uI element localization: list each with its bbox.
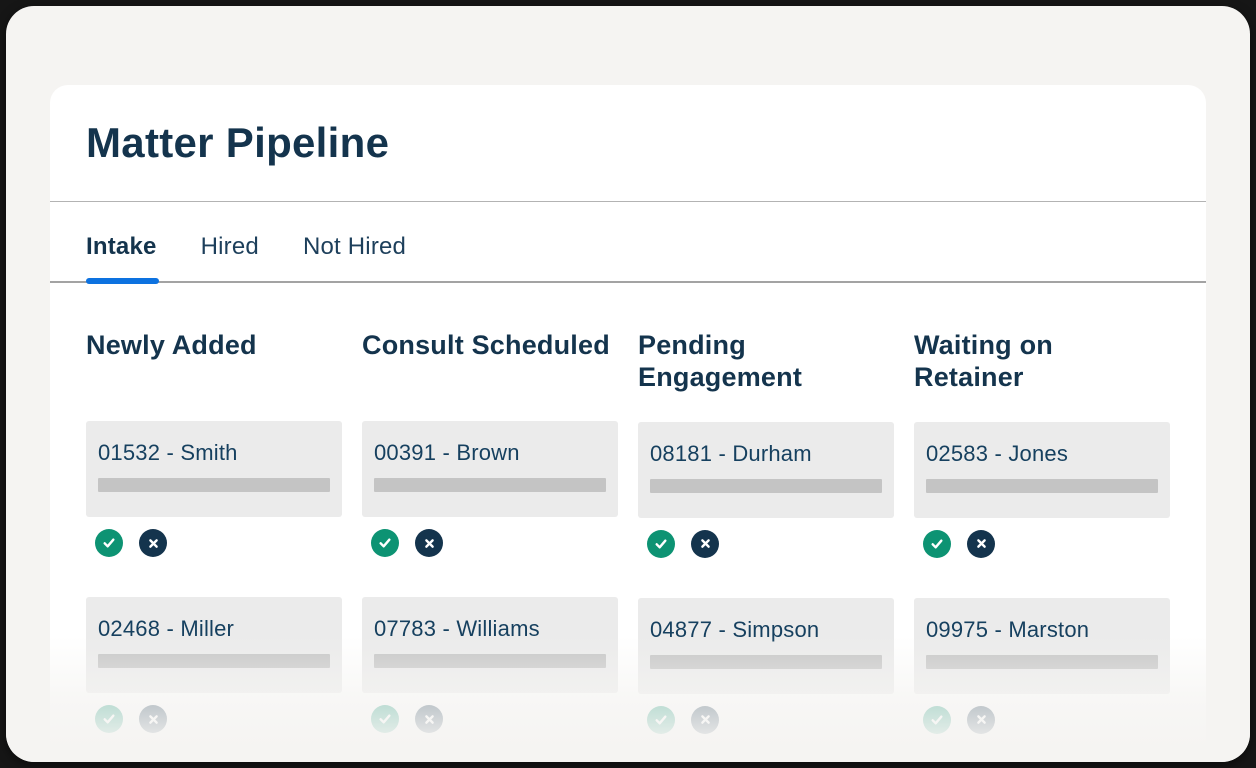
matter-card[interactable]: 02468 - Miller xyxy=(86,597,342,693)
check-icon xyxy=(101,535,117,551)
progress-placeholder xyxy=(650,654,882,669)
column-title: Waiting on Retainer xyxy=(914,330,1053,393)
progress-placeholder xyxy=(926,654,1158,669)
reject-button[interactable] xyxy=(691,529,719,558)
progress-placeholder xyxy=(98,478,330,492)
card-actions xyxy=(647,705,894,734)
card-actions xyxy=(371,705,618,733)
app-frame: Matter Pipeline Intake Hired Not Hired N… xyxy=(6,6,1250,762)
matter-label: 08181 - Durham xyxy=(650,440,812,466)
panel-header: Matter Pipeline xyxy=(50,85,1206,202)
matter-label: 02583 - Jones xyxy=(926,440,1069,466)
check-icon xyxy=(653,712,669,728)
approve-button[interactable] xyxy=(371,529,399,557)
x-icon xyxy=(698,536,713,551)
matter-label: 00391 - Brown xyxy=(374,440,520,465)
column-title: Consult Scheduled xyxy=(362,330,610,360)
matter-card[interactable]: 00391 - Brown xyxy=(362,421,618,517)
pipeline-column-consult-scheduled: Consult Scheduled 00391 - Brown xyxy=(362,329,618,758)
page-title: Matter Pipeline xyxy=(86,119,390,166)
column-title: Newly Added xyxy=(86,330,257,360)
approve-button[interactable] xyxy=(95,705,123,733)
approve-button[interactable] xyxy=(371,705,399,733)
pipeline-column-waiting-on-retainer: Waiting on Retainer 02583 - Jones xyxy=(914,329,1170,758)
tab-intake[interactable]: Intake xyxy=(86,233,159,284)
progress-placeholder xyxy=(650,478,882,493)
matter-card[interactable]: 02583 - Jones xyxy=(914,421,1170,518)
column-title: Pending Engagement xyxy=(638,330,803,393)
x-icon xyxy=(974,536,989,551)
check-icon xyxy=(929,536,945,552)
check-icon xyxy=(929,712,945,728)
progress-placeholder xyxy=(98,654,330,668)
reject-button[interactable] xyxy=(139,705,167,733)
pipeline-column-newly-added: Newly Added 01532 - Smith xyxy=(86,329,342,758)
matter-label: 01532 - Smith xyxy=(98,440,238,465)
check-icon xyxy=(101,711,117,727)
approve-button[interactable] xyxy=(923,705,951,734)
reject-button[interactable] xyxy=(139,529,167,557)
matter-card[interactable]: 08181 - Durham xyxy=(638,421,894,518)
x-icon xyxy=(422,712,437,727)
card-actions xyxy=(647,529,894,558)
matter-label: 07783 - Williams xyxy=(374,616,540,641)
reject-button[interactable] xyxy=(691,705,719,734)
reject-button[interactable] xyxy=(967,529,995,558)
check-icon xyxy=(377,711,393,727)
x-icon xyxy=(974,712,989,727)
matter-pipeline-panel: Matter Pipeline Intake Hired Not Hired N… xyxy=(50,85,1206,758)
progress-placeholder xyxy=(926,478,1158,493)
approve-button[interactable] xyxy=(95,529,123,557)
card-actions xyxy=(923,705,1170,734)
matter-card[interactable]: 07783 - Williams xyxy=(362,597,618,693)
card-actions xyxy=(95,529,342,557)
x-icon xyxy=(422,536,437,551)
reject-button[interactable] xyxy=(415,529,443,557)
x-icon xyxy=(146,536,161,551)
approve-button[interactable] xyxy=(647,705,675,734)
matter-label: 09975 - Marston xyxy=(926,616,1090,642)
pipeline-board: Newly Added 01532 - Smith xyxy=(50,283,1206,758)
tab-not-hired[interactable]: Not Hired xyxy=(302,233,407,260)
reject-button[interactable] xyxy=(415,705,443,733)
tab-hired[interactable]: Hired xyxy=(200,233,259,260)
check-icon xyxy=(377,535,393,551)
matter-card[interactable]: 04877 - Simpson xyxy=(638,597,894,694)
card-actions xyxy=(923,529,1170,558)
approve-button[interactable] xyxy=(923,529,951,558)
tab-bar: Intake Hired Not Hired xyxy=(50,202,1206,284)
card-actions xyxy=(95,705,342,733)
card-actions xyxy=(371,529,618,557)
matter-label: 02468 - Miller xyxy=(98,616,235,641)
approve-button[interactable] xyxy=(647,529,675,558)
progress-placeholder xyxy=(374,654,606,668)
x-icon xyxy=(698,712,713,727)
pipeline-column-pending-engagement: Pending Engagement 08181 - Durham xyxy=(638,329,894,758)
matter-label: 04877 - Simpson xyxy=(650,616,820,642)
x-icon xyxy=(146,712,161,727)
progress-placeholder xyxy=(374,478,606,492)
matter-card[interactable]: 01532 - Smith xyxy=(86,421,342,517)
check-icon xyxy=(653,536,669,552)
matter-card[interactable]: 09975 - Marston xyxy=(914,597,1170,694)
reject-button[interactable] xyxy=(967,705,995,734)
